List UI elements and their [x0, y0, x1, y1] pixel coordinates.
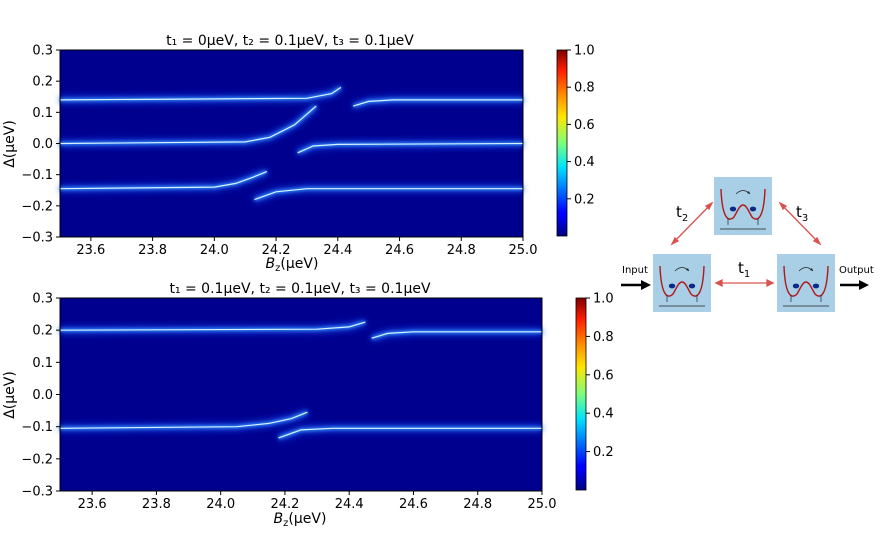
- x-tick-label: 23.6: [78, 497, 107, 512]
- series-4-line: [297, 142, 524, 154]
- y-tick-label: −0.1: [21, 420, 53, 435]
- y-axis-label-2: Δ(μeV): [2, 371, 18, 419]
- heatmap-curves-1: [59, 84, 524, 203]
- dot-box-bg: [653, 254, 711, 312]
- colorbar-ticks-2: 1.0 0.8 0.6 0.4 0.2: [586, 292, 614, 460]
- y-tick-label: −0.1: [21, 168, 53, 183]
- y-tick-label: 0.1: [32, 356, 53, 371]
- x-tick-label: 25.0: [528, 497, 557, 512]
- y-tick-label: 0.3: [32, 44, 53, 59]
- series-1-line: [59, 86, 342, 101]
- dot-2-box: [714, 177, 772, 235]
- y-tick-label: −0.3: [21, 231, 53, 246]
- colorbar-ticks-1: 1.0 0.8 0.6 0.4 0.2: [567, 44, 595, 207]
- y-ticks-1: 0.3 0.2 0.1 0.0 −0.1 −0.2 −0.3: [21, 44, 60, 246]
- t2-label: t2: [676, 203, 688, 224]
- x-tick-label: 25.0: [509, 243, 538, 258]
- y-ticks-2: 0.3 0.2 0.1 0.0 −0.1 −0.2 −0.3: [21, 292, 60, 500]
- x-tick-label: 24.6: [385, 243, 414, 258]
- x-tick-label: 24.0: [206, 497, 235, 512]
- x-axis-label-1: Bz(μeV): [266, 256, 319, 274]
- x-tick-label: 23.8: [142, 497, 171, 512]
- series-2-line: [371, 331, 542, 339]
- x-ticks-1: 23.6 23.8 24.0 24.2 24.4 24.6 24.8 25.0: [76, 237, 537, 258]
- x-ticks-2: 23.6 23.8 24.0 24.2 24.4 24.6 24.8 25.0: [78, 491, 557, 512]
- electron-right: [812, 283, 820, 289]
- series-3-line: [59, 411, 308, 429]
- dot-box-bg: [714, 177, 772, 235]
- y-tick-label: 0.2: [32, 75, 53, 90]
- x-tick-label: 24.8: [447, 243, 476, 258]
- output-label: Output: [839, 265, 874, 276]
- y-tick-label: 0.0: [32, 137, 53, 152]
- series-6-line: [254, 188, 523, 201]
- x-tick-label: 24.4: [335, 497, 364, 512]
- input-label: Input: [622, 265, 648, 276]
- series-4-line: [278, 427, 542, 439]
- chart-title-1: t₁ = 0μeV, t₂ = 0.1μeV, t₃ = 0.1μeV: [166, 33, 414, 49]
- x-tick-label: 24.2: [262, 243, 291, 258]
- colorbar-tick-label: 0.8: [593, 330, 614, 345]
- colorbar-tick-label: 0.4: [593, 407, 614, 422]
- electron-right: [688, 283, 696, 289]
- series-1-line: [59, 321, 366, 331]
- y-tick-label: −0.2: [21, 199, 53, 214]
- dot-1-box: [653, 254, 711, 312]
- y-tick-label: 0.1: [32, 106, 53, 121]
- electron-left: [792, 283, 800, 289]
- heatmap-curves-2: [59, 319, 542, 441]
- x-axis-label-2: Bz(μeV): [274, 511, 327, 529]
- double-well-potential: [659, 265, 705, 297]
- t1-label: t1: [738, 259, 750, 280]
- chart-title-2: t₁ = 0.1μeV, t₂ = 0.1μeV, t₃ = 0.1μeV: [169, 281, 431, 297]
- colorbar-tick-label: 1.0: [574, 44, 595, 59]
- colorbar-tick-label: 0.2: [593, 445, 614, 460]
- series-2-line: [353, 99, 523, 107]
- coupling-arrows: [670, 201, 822, 288]
- colorbar-tick-label: 0.6: [574, 118, 595, 133]
- x-tick-label: 24.4: [323, 243, 352, 258]
- electron-right: [749, 206, 757, 212]
- double-well-potential: [720, 188, 766, 220]
- colorbar-tick-label: 0.2: [574, 192, 595, 207]
- colorbar-2: [575, 297, 587, 491]
- triple-dot-diagram: t2 t3 t1 Input Output: [621, 177, 874, 312]
- double-well-potential: [783, 265, 829, 297]
- x-tick-label: 24.2: [270, 497, 299, 512]
- y-tick-label: 0.2: [32, 324, 53, 339]
- y-tick-label: −0.3: [21, 485, 53, 500]
- electron-left: [729, 206, 737, 212]
- x-tick-label: 23.6: [76, 243, 105, 258]
- y-axis-label-1: Δ(μeV): [2, 120, 18, 168]
- output-arrow: [840, 280, 869, 290]
- series-5-line: [59, 171, 268, 190]
- t3-label: t3: [796, 203, 808, 224]
- dot-3-box: [777, 254, 835, 312]
- input-arrow: [621, 280, 651, 290]
- y-tick-label: 0.3: [32, 292, 53, 307]
- colorbar-tick-label: 0.8: [574, 81, 595, 96]
- series-3-line: [59, 105, 317, 145]
- heatmap-panel-2: t₁ = 0.1μeV, t₂ = 0.1μeV, t₃ = 0.1μeV 23…: [2, 281, 614, 529]
- colorbar-tick-label: 0.4: [574, 155, 595, 170]
- colorbar-tick-label: 0.6: [593, 368, 614, 383]
- colorbar-1: [556, 49, 568, 237]
- x-tick-label: 24.0: [200, 243, 229, 258]
- x-tick-label: 24.8: [463, 497, 492, 512]
- electron-left: [668, 283, 676, 289]
- y-tick-label: −0.2: [21, 452, 53, 467]
- x-tick-label: 24.6: [399, 497, 428, 512]
- y-tick-label: 0.0: [32, 388, 53, 403]
- colorbar-tick-label: 1.0: [593, 292, 614, 307]
- dot-box-bg: [777, 254, 835, 312]
- heatmap-panel-1: t₁ = 0μeV, t₂ = 0.1μeV, t₃ = 0.1μeV 23.6…: [2, 33, 595, 274]
- x-tick-label: 23.8: [138, 243, 167, 258]
